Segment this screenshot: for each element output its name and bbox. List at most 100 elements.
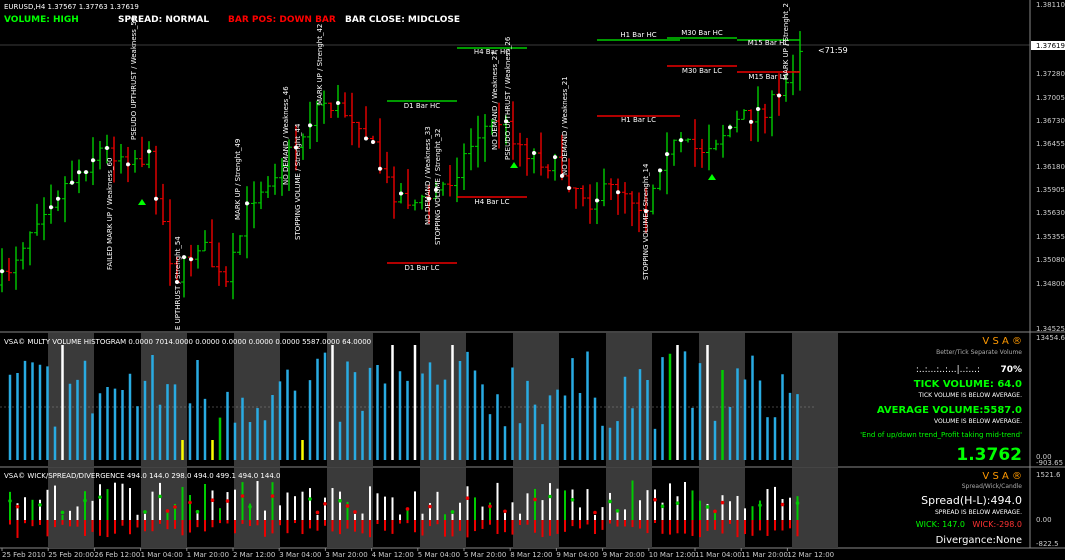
level-label: M30 Bar HC — [681, 29, 723, 37]
wick-dot — [353, 510, 357, 514]
volume-axis-label: 0.00 — [1036, 453, 1052, 461]
volume-info: 70% — [1000, 365, 1022, 375]
bar-pos-status: BAR POS: DOWN BAR — [228, 15, 336, 25]
price-label: 1.35355 — [1036, 233, 1065, 241]
time-label: 11 Mar 20:00 — [741, 551, 788, 559]
level-label: M15 Bar HC — [748, 39, 790, 47]
signal-dot — [616, 190, 620, 195]
panel-title: VSA© MULTY VOLUME HISTOGRAM 0.0000 7014.… — [4, 338, 371, 346]
signal-dot — [427, 196, 431, 201]
signal-dot — [777, 93, 781, 98]
wick-dot — [323, 501, 327, 506]
volume-axis-label: -903.65 — [1036, 459, 1063, 467]
signal-dot — [175, 280, 179, 285]
wick-dot — [210, 498, 215, 503]
signal-dot — [749, 119, 753, 124]
wick-dot — [795, 501, 800, 505]
wick-info: V S A ® — [982, 471, 1022, 482]
signal-dot — [294, 145, 298, 150]
signal-dot — [91, 158, 95, 163]
signal-dot — [49, 205, 53, 210]
wick-dot — [488, 504, 492, 509]
price-label: 1.36730 — [1036, 117, 1065, 125]
volume-info: VOLUME IS BELOW AVERAGE. — [934, 418, 1022, 425]
time-label: 25 Feb 20:00 — [48, 551, 94, 559]
signal-dot — [245, 201, 249, 206]
time-label: 8 Mar 12:00 — [510, 551, 552, 559]
price-label: 1.36180 — [1036, 163, 1065, 171]
wick-axis-label: 1521.6 — [1036, 471, 1061, 479]
signal-dot — [189, 257, 193, 262]
time-label: 5 Mar 04:00 — [418, 551, 460, 559]
session-band — [420, 333, 466, 467]
wick-dot — [758, 503, 762, 508]
price-label: 1.34525 — [1036, 325, 1065, 333]
vsa-annotation: NO DEMAND / Weakness_21 — [561, 76, 569, 175]
current-price: 1.37619 — [1036, 42, 1065, 50]
wick-dot — [705, 505, 710, 509]
wick-dot — [465, 496, 470, 500]
volume-info: 'End of up/down trend_Profit taking mid-… — [860, 431, 1022, 439]
wick-dot — [315, 510, 320, 515]
wick-info: WICK: 147.0 — [916, 520, 965, 529]
time-label: 4 Mar 12:00 — [372, 551, 414, 559]
time-label: 9 Mar 20:00 — [603, 551, 645, 559]
volume-info: Better/Tick Separate Volume — [936, 349, 1022, 356]
signal-dot — [679, 138, 683, 143]
price-label: 1.37005 — [1036, 94, 1065, 102]
wick-dot — [173, 505, 177, 509]
wick-dot — [615, 508, 620, 513]
vsa-annotation: NO DEMAND / Weakness_33 — [424, 126, 432, 225]
wick-dot — [720, 500, 725, 505]
signal-dot — [70, 180, 74, 185]
signal-dot — [532, 151, 536, 156]
wick-dot — [15, 504, 20, 509]
wick-dot — [405, 507, 410, 511]
volume-axis-label: 13454.63 — [1036, 334, 1065, 342]
vsa-annotation: FAILED MARK UP / Weakness_60 — [106, 158, 114, 270]
wick-dot — [608, 499, 612, 504]
wick-dot — [248, 504, 252, 509]
signal-dot — [399, 191, 403, 196]
session-band — [792, 468, 838, 548]
vsa-annotation: MARK UP / Strenght_49 — [234, 139, 242, 220]
session-band — [606, 468, 652, 548]
level-label: D1 Bar LC — [404, 264, 439, 272]
price-label: 1.35630 — [1036, 209, 1065, 217]
wick-dot — [533, 497, 537, 502]
signal-dot — [665, 152, 669, 157]
up-arrow — [708, 174, 716, 180]
signal-dot — [336, 101, 340, 106]
time-label: 12 Mar 12:00 — [787, 551, 834, 559]
volume-info: TICK VOLUME IS BELOW AVERAGE. — [918, 392, 1023, 399]
wick-info: Spread/Wick/Candle — [962, 483, 1023, 490]
wick-dot — [225, 499, 230, 503]
session-band — [327, 468, 373, 548]
wick-dot — [143, 510, 147, 514]
wick-dot — [158, 494, 162, 499]
wick-dot — [338, 498, 342, 503]
signal-dot — [378, 166, 382, 171]
wick-dot — [38, 503, 42, 507]
wick-dot — [570, 497, 575, 502]
time-label: 11 Mar 04:00 — [695, 551, 742, 559]
time-label: 1 Mar 20:00 — [187, 551, 229, 559]
wick-dot — [503, 509, 507, 514]
vsa-annotation: MARK UP / Strenght_2 — [782, 3, 790, 80]
volume-info: :..:...:..:...|..:...: — [916, 365, 980, 375]
vsa-annotation: PSEUDO UPTHRUST / Weakness_58 — [130, 17, 138, 140]
price-label: 1.35905 — [1036, 186, 1065, 194]
time-label: 3 Mar 20:00 — [325, 551, 367, 559]
signal-dot — [644, 209, 648, 214]
time-label: 3 Mar 04:00 — [279, 551, 321, 559]
session-band — [327, 333, 373, 467]
wick-dot — [83, 498, 87, 503]
level-label: H4 Bar HC — [474, 48, 510, 56]
signal-dot — [364, 136, 368, 141]
signal-dot — [308, 123, 312, 128]
countdown: <71:59 — [818, 46, 848, 55]
signal-dot — [182, 255, 186, 260]
wick-dot — [165, 509, 170, 513]
volume-info: TICK VOLUME: 64.0 — [914, 379, 1022, 390]
signal-dot — [126, 162, 130, 167]
